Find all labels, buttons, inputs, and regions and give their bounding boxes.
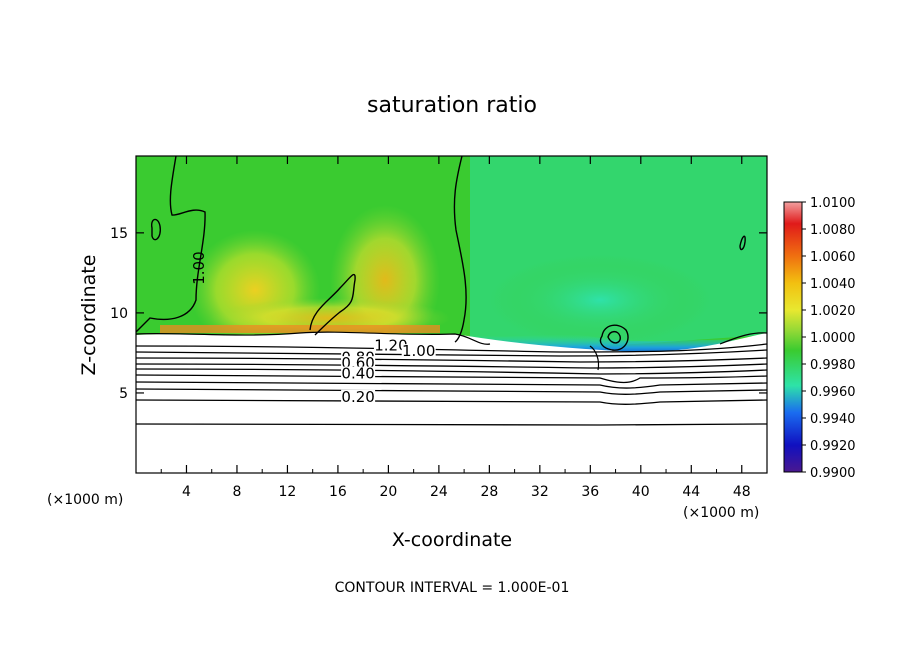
contour-1-00-center	[453, 156, 467, 343]
contour-1-00-eddy	[599, 324, 629, 351]
contour-labels: 1.001.201.000.800.600.400.20	[190, 251, 436, 406]
contour-label: 0.40	[341, 365, 374, 383]
colorbar-tick-label: 0.9920	[810, 439, 856, 454]
y-tick-label: 15	[110, 226, 128, 242]
heatmap-field	[136, 156, 767, 473]
contour-label-bg	[341, 366, 376, 381]
contour-0-70	[136, 363, 767, 369]
colorbar-tick-label: 0.9960	[810, 385, 856, 400]
contour-0-80	[136, 357, 767, 363]
field-cyan-patch	[490, 255, 710, 345]
x-tick-label: 4	[182, 484, 191, 500]
x-tick-label: 28	[480, 484, 498, 500]
x-tick-label: 16	[329, 484, 347, 500]
colorbar-tick-label: 1.0060	[810, 250, 856, 265]
colorbar-ticks: 1.0100 1.0080 1.0060 1.0040 1.0020 1.0000 0.99…	[802, 196, 856, 481]
x-tick-label: 40	[632, 484, 650, 500]
x-tick-label: 8	[232, 484, 241, 500]
contour-cloud-edge	[136, 331, 767, 345]
contour-1-00-mid	[309, 273, 356, 336]
contour-label: 1.00	[190, 251, 208, 284]
contour-1-20	[136, 343, 767, 353]
colorbar	[783, 201, 803, 473]
colorbar-tick-label: 1.0020	[810, 304, 856, 319]
field-orange-band	[160, 325, 440, 333]
contour-label: 1.00	[402, 342, 435, 360]
contour-1-00-left	[136, 156, 206, 333]
colorbar-tick-label: 1.0040	[810, 277, 856, 292]
x-axis-ticks: 4 8 12 16 20 24 28 32 36 40 44 48	[160, 156, 751, 500]
contour-label: 1.20	[374, 337, 407, 355]
contour-label: 0.20	[341, 388, 374, 406]
colorbar-tick-label: 1.0080	[810, 223, 856, 238]
x-tick-label: 12	[279, 484, 297, 500]
contour-label-bg	[373, 338, 408, 353]
contour-0-10	[136, 423, 767, 426]
y-axis-title: Z-coordinate	[78, 255, 100, 376]
x-tick-label: 44	[682, 484, 700, 500]
contour-label-bg	[341, 389, 376, 404]
contour-0-50	[136, 374, 767, 384]
x-axis-title: X-coordinate	[392, 529, 512, 551]
colorbar-tick-label: 1.0000	[810, 331, 856, 346]
x-tick-label: 32	[531, 484, 549, 500]
colorbar-tick-label: 0.9900	[810, 466, 856, 481]
contour-1-00-loop	[150, 218, 162, 241]
contour-0-60	[136, 368, 767, 375]
contour-label-bg	[401, 344, 436, 359]
contour-1-00-right	[739, 235, 746, 251]
x-tick-label: 20	[379, 484, 397, 500]
contour-0-40	[136, 381, 767, 389]
colorbar-tick-label: 1.0100	[810, 196, 856, 211]
contour-1-00-low	[136, 349, 767, 357]
y-tick-label: 5	[119, 386, 128, 402]
plot-frame	[135, 155, 768, 474]
y-axis-ticks: 5 10 15	[110, 226, 767, 402]
colorbar-tick-label: 0.9940	[810, 412, 856, 427]
chart-title: saturation ratio	[367, 93, 537, 118]
y-unit-label: (×1000 m)	[47, 492, 123, 508]
x-tick-label: 48	[733, 484, 751, 500]
colorbar-tick-label: 0.9980	[810, 358, 856, 373]
x-unit-label: (×1000 m)	[683, 505, 759, 521]
x-tick-label: 24	[430, 484, 448, 500]
y-tick-label: 10	[110, 306, 128, 322]
contour-0-20	[136, 399, 767, 405]
contour-interval-text: CONTOUR INTERVAL = 1.000E-01	[335, 580, 570, 596]
x-tick-label: 36	[581, 484, 599, 500]
